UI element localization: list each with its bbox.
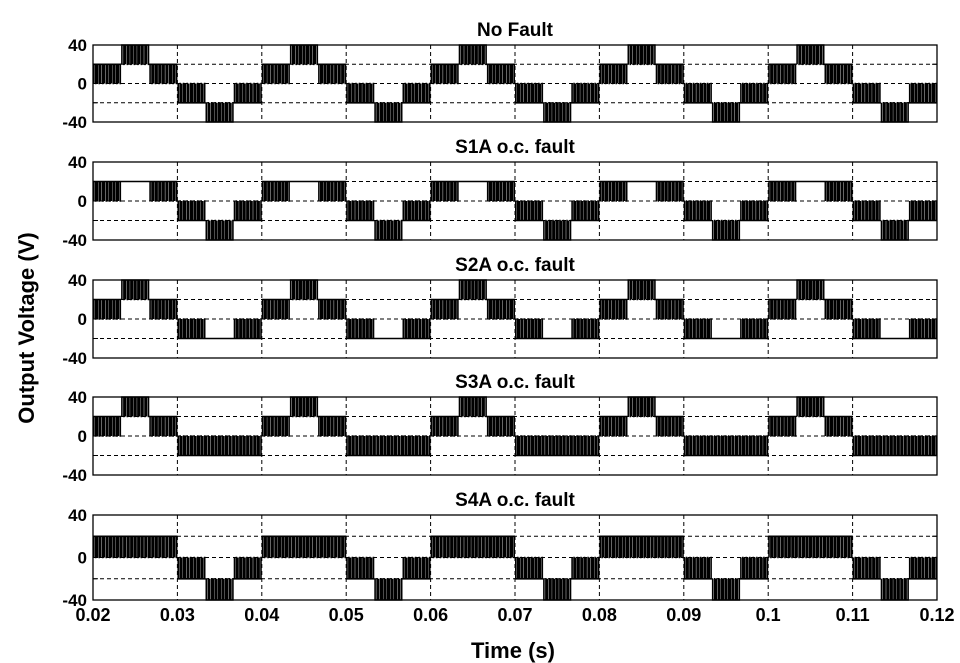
subplot-5: S4A o.c. fault 40 0 -400.02 0.03 0.04 0.05 0.06… bbox=[62, 490, 954, 625]
y-tick-label: 40 bbox=[68, 388, 87, 407]
axes-frame bbox=[92, 44, 938, 123]
y-tick-label: 40 bbox=[68, 271, 87, 290]
y-axis-label: Output Voltage (V) bbox=[14, 232, 39, 423]
y-tick-label: 0 bbox=[78, 192, 87, 211]
x-tick-label: 0.03 bbox=[160, 605, 195, 625]
x-tick-label: 0.11 bbox=[836, 605, 870, 625]
subplot-title: S2A o.c. fault bbox=[455, 255, 575, 276]
x-tick-label: 0.02 bbox=[75, 605, 110, 625]
x-tick-label: 0.06 bbox=[413, 605, 448, 625]
subplot-title: No Fault bbox=[477, 20, 554, 41]
x-tick-label: 0.07 bbox=[497, 605, 532, 625]
y-tick-label: -40 bbox=[62, 349, 87, 368]
y-tick-label: -40 bbox=[62, 591, 87, 610]
x-tick-label: 0.04 bbox=[244, 605, 279, 625]
subplot-4: S3A o.c. fault 40 0 -40 bbox=[62, 372, 938, 485]
x-tick-label: 0.08 bbox=[582, 605, 617, 625]
subplot-3: S2A o.c. fault 40 0 -40 bbox=[62, 255, 938, 368]
y-tick-label: 40 bbox=[68, 506, 87, 525]
axes-frame bbox=[92, 279, 938, 359]
axes-frame bbox=[92, 514, 938, 601]
x-tick-label: 0.12 bbox=[919, 605, 954, 625]
subplot-title: S3A o.c. fault bbox=[455, 372, 575, 393]
y-tick-label: 0 bbox=[78, 310, 87, 329]
y-tick-label: 40 bbox=[68, 36, 87, 55]
subplot-2: S1A o.c. fault 40 0 -40 bbox=[62, 137, 938, 250]
y-tick-label: 0 bbox=[78, 427, 87, 446]
x-tick-label: 0.05 bbox=[329, 605, 364, 625]
axes-frame bbox=[92, 161, 938, 241]
x-tick-label: 0.09 bbox=[666, 605, 701, 625]
subplot-1: No Fault 40 0 -40 bbox=[62, 20, 938, 132]
y-tick-label: -40 bbox=[62, 113, 87, 132]
x-tick-label: 0.1 bbox=[756, 605, 781, 625]
y-tick-label: 0 bbox=[78, 549, 87, 568]
y-tick-label: -40 bbox=[62, 466, 87, 485]
axes-frame bbox=[92, 396, 938, 476]
y-tick-label: 0 bbox=[78, 75, 87, 94]
x-axis-label: Time (s) bbox=[471, 638, 555, 663]
subplot-title: S1A o.c. fault bbox=[455, 137, 575, 158]
subplot-title: S4A o.c. fault bbox=[455, 490, 575, 511]
y-tick-label: 40 bbox=[68, 153, 87, 172]
y-tick-label: -40 bbox=[62, 231, 87, 250]
